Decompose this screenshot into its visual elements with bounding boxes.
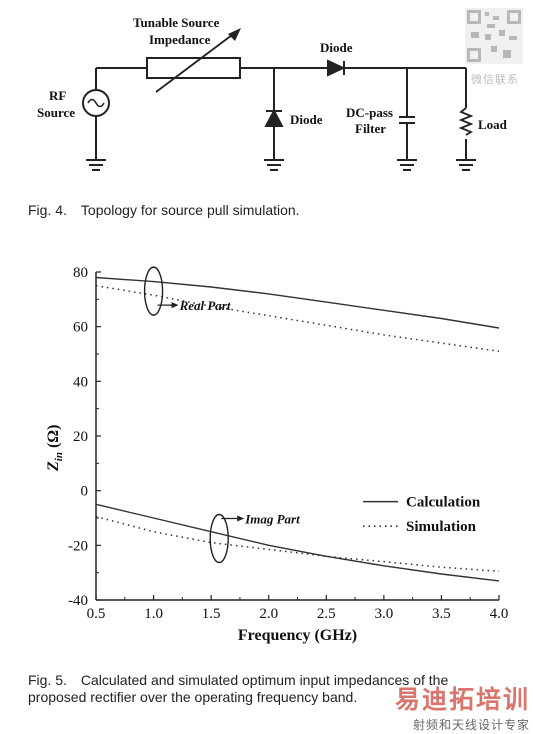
annotation-arrowhead — [237, 515, 245, 522]
label-source: Source — [37, 105, 75, 120]
qr-code-icon — [465, 8, 523, 64]
x-tick-label: 0.5 — [87, 606, 106, 622]
figure-5-caption-line2: proposed rectifier over the operating fr… — [28, 689, 358, 705]
brand-name: 易迪拓培训 — [394, 685, 530, 714]
label-shunt-diode: Diode — [290, 112, 323, 127]
series-line-imag-part-calculation — [95, 503, 500, 582]
annotation-label: Imag Part — [244, 512, 300, 527]
y-tick-label: -20 — [68, 538, 88, 554]
brand-watermark: 易迪拓培训 射频和天线设计专家 — [372, 680, 530, 733]
annotation-label: Real Part — [179, 298, 231, 313]
y-tick-label: 0 — [81, 484, 89, 500]
figure-4-caption-text: Topology for source pull simulation. — [80, 202, 300, 218]
label-impedance: Impedance — [149, 32, 211, 47]
figure-4-caption: Fig. 4. Topology for source pull simulati… — [28, 202, 300, 219]
series-line-real-part-simulation — [95, 284, 500, 353]
x-axis-label: Frequency (GHz) — [238, 627, 357, 644]
figure-4-topology: RF Source Tunable Source Impedance Diode… — [37, 15, 508, 171]
x-tick-label: 4.0 — [490, 606, 509, 622]
y-tick-label: 40 — [73, 374, 88, 390]
tunable-impedance-box — [146, 57, 241, 79]
figure-4-number: Fig. 4. — [28, 202, 67, 218]
brand-subtitle: 射频和天线设计专家 — [412, 718, 530, 732]
figure-5-chart: 80 60 40 20 0 -20 -400.5 1.0 1.5 2.0 2.5 3.0 3.5 4.0 F… — [45, 265, 509, 644]
figure-5-number: Fig. 5. — [28, 672, 67, 688]
series-line-real-part-calculation — [95, 276, 500, 329]
annotation-arrowhead — [171, 302, 179, 309]
figure-5-caption: Fig. 5. Calculated and simulated optimum … — [28, 672, 518, 706]
annotation-ellipse — [143, 266, 164, 316]
x-tick-label: 3.0 — [374, 606, 393, 622]
qr-watermark: 微信联系 — [463, 6, 527, 86]
y-tick-label: 20 — [73, 429, 88, 445]
y-tick-label: 60 — [73, 320, 88, 336]
annotation-ellipse — [209, 513, 229, 564]
y-tick-label: -40 — [68, 593, 88, 609]
label-tunable: Tunable Source — [133, 15, 220, 30]
y-tick-label: 80 — [73, 265, 88, 281]
legend-label-calculation: Calculation — [406, 495, 481, 511]
label-dcpass: DC-pass — [346, 105, 393, 120]
label-load: Load — [478, 117, 508, 132]
label-series-diode: Diode — [320, 40, 353, 55]
figure-5-caption-line1: Calculated and simulated optimum input i… — [80, 672, 449, 688]
x-tick-label: 2.0 — [259, 606, 278, 622]
x-tick-label: 2.5 — [317, 606, 336, 622]
x-tick-label: 3.5 — [432, 606, 451, 622]
x-tick-label: 1.0 — [144, 606, 163, 622]
y-axis-label: Zin (Ω) — [45, 425, 65, 472]
x-tick-label: 1.5 — [202, 606, 221, 622]
qr-caption: 微信联系 — [471, 73, 519, 86]
legend-label-simulation: Simulation — [406, 519, 477, 535]
label-filter: Filter — [355, 121, 386, 136]
label-rf: RF — [49, 88, 66, 103]
